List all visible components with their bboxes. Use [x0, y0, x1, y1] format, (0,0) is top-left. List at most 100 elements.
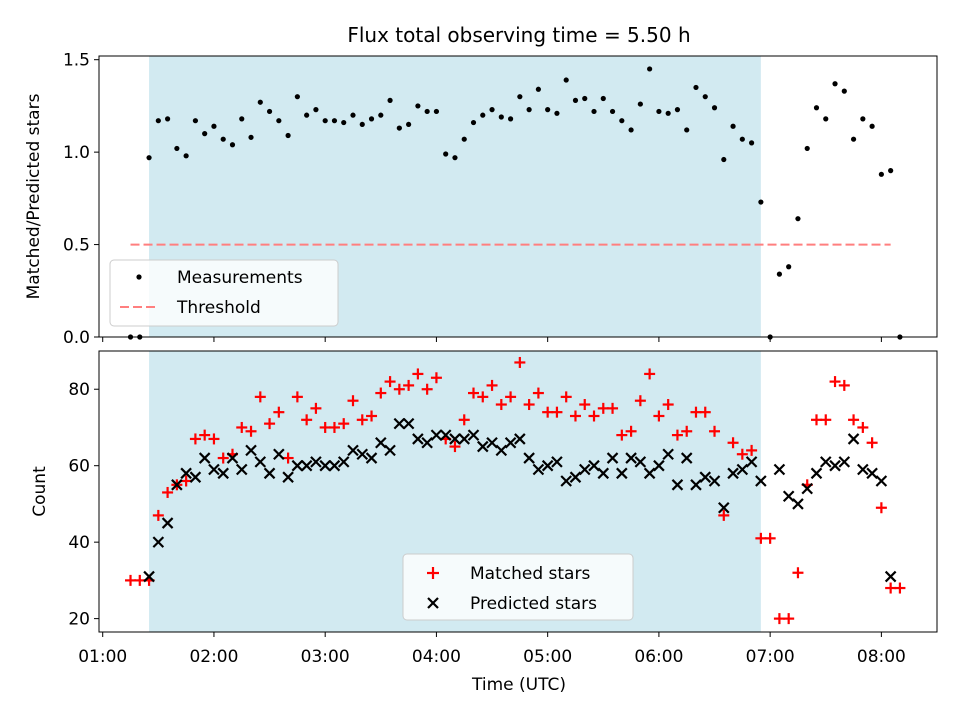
matched-star-point: [607, 402, 619, 414]
measurement-point: [155, 118, 161, 124]
measurement-point: [396, 125, 402, 131]
predicted-star-point: [226, 452, 239, 464]
predicted-star-point: [857, 463, 869, 476]
matched-star-point: [634, 395, 646, 407]
y-tick-label: 0.5: [63, 236, 90, 256]
predicted-star-point: [300, 459, 313, 472]
measurement-point: [730, 123, 736, 129]
predicted-star-point: [662, 448, 674, 461]
predicted-star-point: [875, 475, 888, 487]
matched-star-point: [449, 441, 461, 453]
matched-star-point: [746, 444, 758, 456]
predicted-star-point: [476, 440, 489, 453]
predicted-star-point: [560, 475, 572, 487]
predicted-star-point: [208, 463, 220, 476]
measurement-point: [507, 116, 514, 122]
x-tick-label: 02:00: [189, 647, 238, 667]
matched-star-point: [885, 582, 897, 594]
matched-star-point: [328, 421, 340, 433]
predicted-star-point: [439, 429, 452, 441]
measurement-point: [294, 94, 300, 100]
predicted-star-point: [161, 517, 174, 529]
count-y-label: Count: [30, 466, 50, 517]
matched-star-point: [254, 391, 266, 403]
matched-star-point: [366, 410, 378, 422]
predicted-star-point: [458, 433, 471, 445]
measurement-point: [823, 116, 829, 122]
matched-star-point: [421, 383, 433, 395]
predicted-star-point: [412, 433, 424, 445]
predicted-star-point: [319, 459, 331, 472]
predicted-star-point: [263, 467, 276, 480]
matched-star-point: [356, 414, 368, 426]
measurement-point: [572, 97, 579, 103]
predicted-star-point: [532, 463, 545, 476]
matched-stars-points: [125, 356, 906, 625]
measurement-point: [563, 77, 569, 83]
predicted-star-point: [699, 471, 712, 483]
measurement-point: [164, 116, 171, 122]
predicted-star-point: [736, 463, 749, 476]
measurement-point: [535, 86, 541, 92]
legend-predicted-marker: [427, 597, 439, 609]
measurement-points: [127, 66, 903, 340]
count-legend: Matched stars Predicted stars: [402, 553, 634, 621]
predicted-star-point: [588, 459, 600, 472]
measurement-point: [415, 103, 421, 109]
predicted-star-point: [866, 467, 878, 480]
matched-star-point: [588, 410, 600, 422]
count-axes-frame: [98, 350, 938, 633]
matched-star-point: [375, 387, 387, 399]
matched-star-point: [857, 421, 869, 433]
measurement-point: [285, 132, 291, 139]
predicted-star-point: [884, 570, 897, 583]
matched-star-point: [523, 399, 535, 411]
measurement-point: [637, 101, 643, 107]
matched-star-point: [653, 410, 665, 422]
measurement-point: [582, 95, 588, 102]
predicted-star-point: [393, 417, 406, 430]
count-y-axis: 20 40 60 80: [68, 380, 99, 630]
predicted-star-point: [328, 459, 341, 472]
time-x-axis: 01:00 02:00 03:00 04:00 05:00 06:00 07:00 08:00: [78, 632, 906, 667]
x-axis-label: Time (UTC): [471, 675, 566, 695]
measurement-point: [359, 121, 365, 128]
matched-star-point: [282, 452, 294, 464]
predicted-star-point: [838, 456, 851, 468]
predicted-star-point: [514, 433, 526, 445]
measurement-point: [498, 114, 504, 120]
matched-star-point: [301, 414, 313, 426]
predicted-star-point: [180, 467, 192, 480]
matched-star-point: [319, 421, 331, 433]
matched-star-point: [180, 475, 192, 487]
predicted-star-point: [523, 452, 535, 464]
predicted-star-point: [597, 467, 610, 480]
matched-star-point: [532, 387, 544, 399]
matched-star-point: [403, 379, 415, 391]
matched-star-point: [718, 509, 730, 521]
predicted-star-point: [541, 459, 554, 472]
measurement-point: [684, 127, 690, 133]
legend-predicted-label: Predicted stars: [470, 594, 597, 614]
measurement-point: [878, 171, 884, 177]
predicted-star-point: [643, 467, 656, 480]
measurement-point: [832, 81, 838, 87]
matched-star-point: [347, 395, 359, 407]
legend-measurement-marker: [136, 274, 142, 280]
measurement-point: [693, 84, 699, 91]
measurement-point: [331, 118, 338, 124]
measurement-point: [758, 199, 764, 205]
measurement-point: [804, 145, 810, 152]
predicted-star-point: [375, 436, 387, 449]
matched-star-point: [162, 486, 174, 498]
matched-star-point: [495, 399, 507, 411]
y-tick-label: 40: [68, 533, 90, 553]
legend-matched-label: Matched stars: [470, 564, 590, 584]
predicted-star-point: [606, 452, 619, 464]
measurement-point: [443, 151, 449, 157]
measurement-point: [220, 136, 226, 142]
predicted-star-point: [356, 448, 369, 461]
predicted-star-point: [616, 467, 628, 480]
matched-star-point: [681, 425, 693, 437]
